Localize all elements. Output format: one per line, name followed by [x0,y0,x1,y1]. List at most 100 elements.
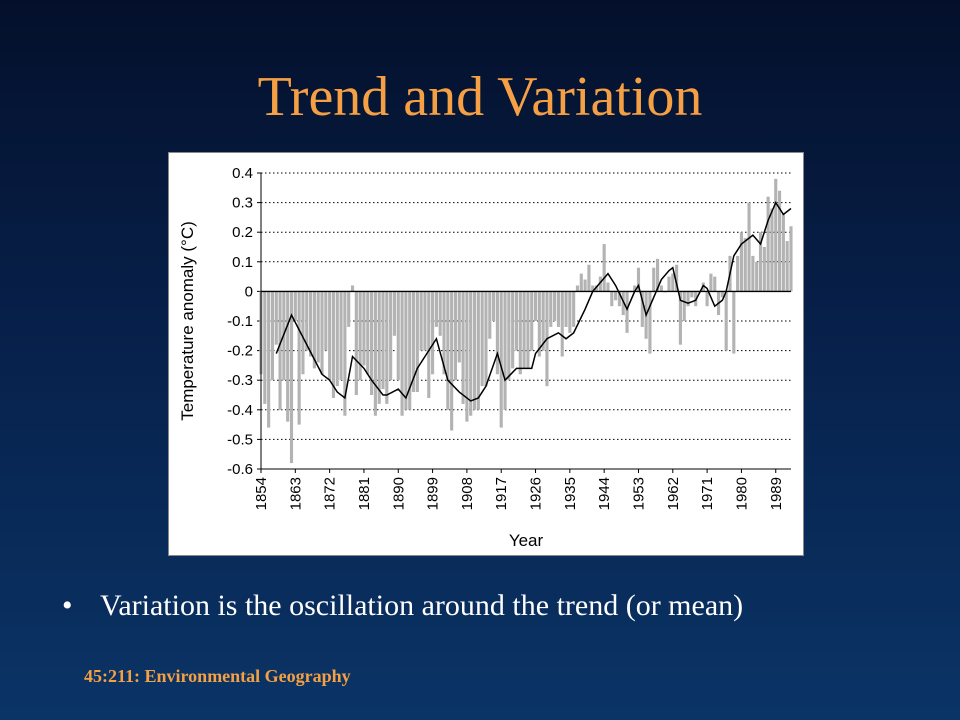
x-tick-label: 1989 [768,477,785,510]
anomaly-bar [484,291,488,387]
anomaly-bar [396,291,400,381]
anomaly-bar [743,238,747,292]
anomaly-bar [537,291,541,357]
anomaly-bar [591,285,595,292]
anomaly-bar [343,291,347,416]
x-tick-label: 1962 [665,477,682,510]
anomaly-bar [331,291,336,398]
anomaly-bar [598,276,602,292]
anomaly-bar [480,291,484,387]
anomaly-bar [762,247,766,292]
anomaly-bar [495,291,499,375]
anomaly-bar [766,196,770,292]
bullet-dot: • [62,589,73,622]
footer-course-label: 45:211: Environmental Geography [84,666,351,686]
anomaly-bar [686,291,690,307]
anomaly-bar [293,291,297,321]
x-axis-title: Year [509,531,544,550]
anomaly-bar [636,267,641,292]
anomaly-bar [785,241,789,292]
anomaly-bar [366,291,370,375]
anomaly-bar [347,291,351,327]
anomaly-bar [465,291,469,422]
anomaly-bar [339,291,343,381]
x-tick-label: 1935 [562,477,579,510]
anomaly-bar [312,291,316,369]
anomaly-bar [587,264,591,292]
anomaly-bar [736,255,740,292]
bullet-point: • Variation is the oscillation around the… [62,586,743,626]
anomaly-bar [411,291,416,393]
anomaly-bar [690,291,694,298]
y-tick-label: -0.2 [227,343,253,360]
anomaly-bar [289,291,294,464]
anomaly-bar [354,291,358,395]
x-tick-label: 1971 [699,477,716,510]
y-tick-label: 0.3 [232,195,253,212]
anomaly-bar [789,226,793,292]
anomaly-bar [614,291,618,301]
anomaly-bar [770,208,774,292]
anomaly-bar [659,285,663,292]
anomaly-bar [457,291,461,363]
anomaly-bar [358,291,362,381]
anomaly-bar [301,291,305,375]
anomaly-bar [385,291,389,404]
x-tick-label: 1953 [630,477,647,510]
bullet-text: Variation is the oscillation around the … [100,589,744,622]
anomaly-bar [781,214,785,292]
anomaly-bar [511,291,515,369]
anomaly-bar [408,291,412,410]
x-tick-label: 1926 [528,477,545,510]
anomaly-bar [370,291,374,395]
anomaly-bar [309,291,313,357]
anomaly-bar [461,291,465,404]
anomaly-bar [667,276,671,292]
y-tick-label: -0.6 [227,461,253,478]
anomaly-bar [263,291,267,404]
y-tick-label: -0.4 [227,402,253,419]
anomaly-bar [362,291,366,366]
x-tick-label: 1944 [596,477,613,510]
y-tick-label: 0 [245,283,253,300]
x-tick-label: 1854 [253,477,270,510]
anomaly-bar [381,291,385,390]
anomaly-bar [621,291,625,316]
anomaly-bar [507,291,511,381]
x-tick-label: 1881 [356,477,373,510]
anomaly-bar [575,285,580,292]
anomaly-bar [423,291,427,351]
anomaly-bar [568,291,572,333]
anomaly-bar [675,264,679,292]
x-tick-label: 1890 [390,477,407,510]
anomaly-bar [270,291,275,381]
x-tick-label: 1899 [425,477,442,510]
anomaly-bar [431,291,435,375]
anomaly-bar [774,178,778,292]
anomaly-bar [389,291,393,381]
anomaly-bar [488,291,492,339]
anomaly-bar [709,273,713,292]
anomaly-bar [373,291,377,416]
anomaly-bar [560,291,564,357]
anomaly-bar [377,291,381,404]
anomaly-bar [610,291,614,307]
anomaly-bar [720,291,724,298]
anomaly-bar [453,291,458,381]
y-tick-label: -0.1 [227,313,253,330]
anomaly-bar [705,291,709,307]
anomaly-bar [583,279,587,292]
anomaly-bar [579,273,583,292]
anomaly-bar [606,282,610,292]
anomaly-bar [518,291,522,375]
anomaly-bar [320,291,324,375]
anomaly-bar [671,273,675,292]
anomaly-bar [594,285,599,292]
anomaly-bar [392,291,397,336]
anomaly-bar [305,291,309,351]
chart-panel: 0.4 0.3 0.2 0.1 0 -0.1 -0.2 -0.3 -0.4 -0.5 -0.6 185… [168,152,804,556]
anomaly-bar [446,291,450,410]
y-tick-label: -0.3 [227,372,253,389]
x-tick-label: 1908 [459,477,476,510]
anomaly-bar [400,291,404,416]
